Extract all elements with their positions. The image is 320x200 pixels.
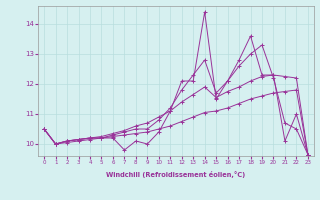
X-axis label: Windchill (Refroidissement éolien,°C): Windchill (Refroidissement éolien,°C)	[106, 171, 246, 178]
